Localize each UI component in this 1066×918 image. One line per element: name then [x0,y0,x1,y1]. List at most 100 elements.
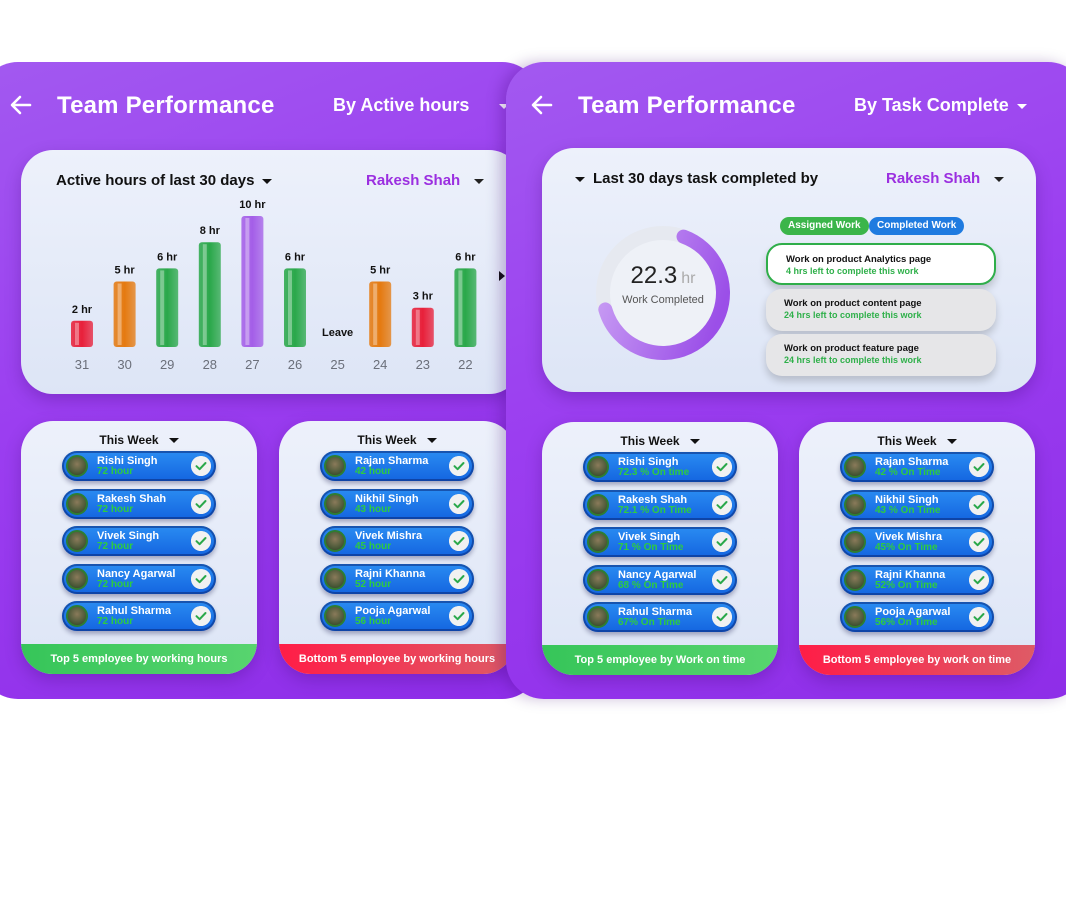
check-icon[interactable] [191,456,211,476]
employee-item[interactable]: Nikhil Singh 43 % On Time [840,489,994,520]
employee-item[interactable]: Rakesh Shah 72.1 % On Time [583,489,737,520]
employee-list: Rajan Sharma 42 % On Time Nikhil Singh 43 %… [840,452,994,640]
check-icon[interactable] [969,569,989,590]
employee-name: Rishi Singh [618,456,679,468]
bar-highlight [117,283,122,345]
week-select[interactable]: This Week [21,433,257,447]
check-icon[interactable] [449,568,469,589]
task-title: Work on product feature page [784,343,919,354]
employee-item[interactable]: Rishi Singh 72.3 % On time [583,452,737,482]
x-tick-label: 22 [458,357,472,372]
tab-assigned-work[interactable]: Assigned Work [780,217,869,235]
employee-item[interactable]: Vivek Singh 71 % On Time [583,527,737,558]
bar-value-label: 5 hr [115,265,136,277]
work-completed-label: Work Completed [622,294,704,306]
week-select[interactable]: This Week [799,434,1035,448]
employee-name: Nikhil Singh [875,493,939,506]
person-name: Rakesh Shah [366,172,461,189]
employee-item[interactable]: Rajan Sharma 42 % On Time [840,452,994,482]
check-icon[interactable] [712,607,732,628]
employee-item[interactable]: Rakesh Shah 72 hour [62,488,216,519]
bar-highlight [160,270,165,345]
chevron-down-icon [262,178,273,184]
check-icon[interactable] [712,532,732,553]
bar-highlight [202,244,207,345]
person-select[interactable]: Rakesh Shah [366,172,485,189]
check-icon[interactable] [449,493,469,514]
ring-progress-arc [596,226,730,360]
check-icon[interactable] [449,456,469,476]
check-icon[interactable] [969,607,989,628]
employee-item[interactable]: Nikhil Singh 43 hour [320,488,474,519]
avatar [324,567,346,590]
chevron-right-icon[interactable] [499,271,505,281]
check-icon[interactable] [449,606,469,627]
employee-item[interactable]: Nancy Agarwal 72 hour [62,563,216,594]
week-select[interactable]: This Week [542,434,778,448]
employee-item[interactable]: Rahul Sharma 67% On Time [583,602,737,633]
employee-item[interactable]: Rajan Sharma 42 hour [320,451,474,481]
x-tick-label: 27 [245,357,259,372]
bar-value-label: 6 hr [157,251,178,263]
avatar [844,531,866,554]
tab-completed-work[interactable]: Completed Work [869,217,965,235]
employee-item[interactable]: Rahul Sharma 72 hour [62,601,216,632]
employee-item[interactable]: Rishi Singh 72 hour [62,451,216,481]
check-icon[interactable] [191,493,211,514]
period-select[interactable]: Active hours of last 30 days [56,172,273,189]
bar[interactable] [241,216,264,347]
task-card[interactable]: Work on product feature page 24 hrs left… [766,334,996,376]
check-icon[interactable] [712,457,732,477]
week-label: This Week [620,434,680,448]
employee-item[interactable]: Pooja Agarwal 56 hour [320,601,474,632]
period-select[interactable]: Last 30 days task completed by [575,170,818,187]
check-icon[interactable] [969,532,989,553]
bar[interactable] [369,281,392,348]
employee-item[interactable]: Vivek Mishra 45% On Time [840,527,994,558]
avatar [587,531,609,554]
employee-item[interactable]: Vivek Mishra 45 hour [320,526,474,557]
employee-item[interactable]: Pooja Agarwal 56% On Time [840,602,994,633]
bar[interactable] [198,242,221,347]
bar-highlight [288,270,292,345]
back-arrow-icon[interactable] [8,92,34,118]
check-icon[interactable] [969,494,989,515]
check-icon[interactable] [191,606,211,627]
bar[interactable] [284,268,306,347]
panel-footer: Top 5 employee by working hours [21,644,257,674]
week-select[interactable]: This Week [279,433,515,447]
bar[interactable] [71,320,93,347]
back-arrow-icon[interactable] [529,92,555,118]
bar[interactable] [411,307,434,347]
employee-metric: 72 hour [97,578,134,590]
person-select[interactable]: Rakesh Shah [886,170,1005,187]
check-icon[interactable] [969,457,989,477]
check-icon[interactable] [449,531,469,552]
employee-metric: 68 % On Time [618,579,684,591]
check-icon[interactable] [712,569,732,590]
employee-item[interactable]: Vivek Singh 72 hour [62,526,216,557]
employee-item[interactable]: Nancy Agarwal 68 % On Time [583,564,737,595]
employee-name: Nancy Agarwal [97,567,176,580]
task-remaining: 4 hrs left to complete this work [786,266,919,276]
employee-name: Rahul Sharma [618,606,692,619]
x-tick-label: 24 [373,357,387,372]
week-label: This Week [357,433,417,447]
bar-chart: 2 hr 31 5 hr 30 6 hr 29 8 hr 28 10 hr 27 6 hr 26 Lea… [71,199,505,372]
task-card[interactable]: Work on product content page 24 hrs left… [766,289,996,331]
employee-item[interactable]: Rajni Khanna 52% On Time [840,564,994,595]
task-card[interactable]: Work on product Analytics page 4 hrs lef… [766,243,996,285]
employee-name: Vivek Singh [97,530,160,543]
bar[interactable] [454,268,477,347]
employee-item[interactable]: Rajni Khanna 52 hour [320,563,474,594]
top-employees-panel: This Week Rishi Singh 72.3 % On time Rakes… [542,422,778,675]
check-icon[interactable] [191,531,211,552]
check-icon[interactable] [191,568,211,589]
check-icon[interactable] [712,494,732,515]
metric-filter-select[interactable]: By Active hours [333,95,510,116]
metric-filter-select[interactable]: By Task Complete [854,95,1027,116]
employee-name: Vivek Singh [618,531,681,544]
bar[interactable] [113,281,136,348]
bar[interactable] [156,268,179,347]
chevron-down-icon [946,439,957,445]
